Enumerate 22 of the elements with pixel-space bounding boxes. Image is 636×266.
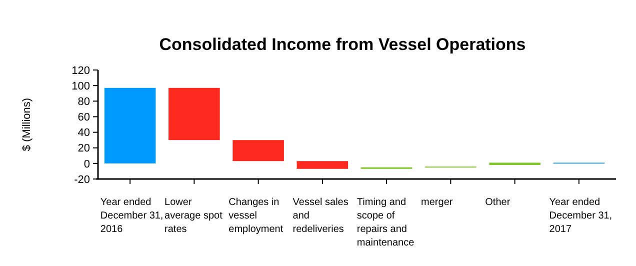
y-tick-label: 80 [78,96,90,108]
y-tick-label: 0 [84,158,90,170]
x-tick-label: Other [485,197,511,208]
bar [104,88,156,164]
y-tick-label: 20 [78,142,90,155]
x-tick-label: Year ended December 31, 2017 [549,197,612,235]
bar [296,161,348,169]
y-tick-label: 100 [72,80,90,92]
x-tick-label: merger [421,197,454,208]
bar [232,140,284,162]
y-tick-label: 40 [78,127,90,140]
x-tick-label: Changes in vessel employment [228,197,284,235]
y-tick-label: 60 [78,112,90,124]
x-tick-label: Timing and scope of repairs and maintenance [356,197,415,248]
y-tick-label: -20 [74,174,90,186]
x-tick-label: Vessel sales and redeliveries [292,197,348,235]
y-axis-title: $ (Millions) [21,98,33,152]
x-tick-label: Lower average spot rates [164,197,223,235]
bar [168,88,220,140]
x-tick-label: Year ended December 31, 2016 [100,197,164,235]
chart-title: Consolidated Income from Vessel Operations [159,35,526,54]
y-tick-label: 120 [72,64,90,77]
